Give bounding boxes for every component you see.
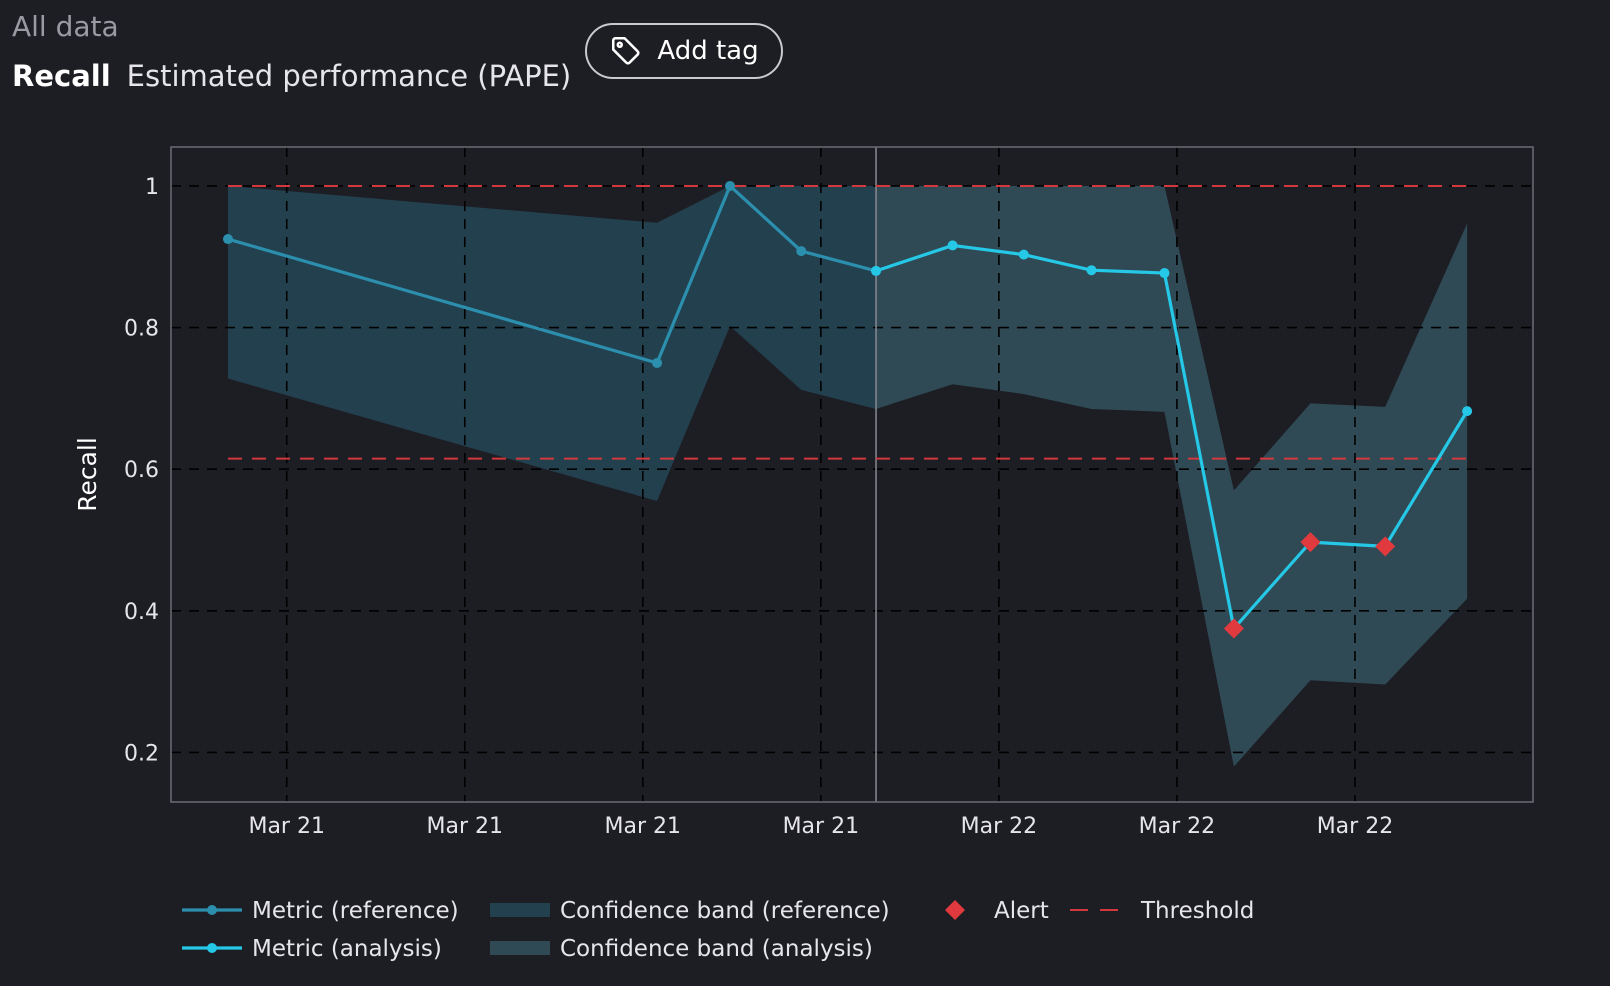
legend-swatch-alert xyxy=(945,900,965,920)
y-axis-label: Recall xyxy=(73,437,102,512)
page-subtitle: Estimated performance (PAPE) xyxy=(126,59,572,93)
legend-swatch-reference-band xyxy=(490,903,550,917)
legend-label-metric-reference: Metric (reference) xyxy=(252,898,459,924)
page-title: Recall Estimated performance (PAPE) xyxy=(12,56,571,96)
legend-swatch-reference-point xyxy=(207,905,217,915)
data-point-analysis xyxy=(1086,265,1097,276)
tag-icon xyxy=(612,36,640,65)
legend-swatch-analysis-point xyxy=(207,943,217,953)
y-tick-label: 1 xyxy=(145,175,159,200)
metric-name: Recall xyxy=(12,59,111,93)
data-point-reference xyxy=(725,180,736,191)
data-point-analysis xyxy=(1018,249,1029,260)
x-tick-label: Mar 21 xyxy=(605,814,682,839)
data-point-analysis xyxy=(947,240,958,251)
plot-frame xyxy=(170,146,1534,803)
legend-label-threshold: Threshold xyxy=(1140,898,1254,924)
confidence-band-analysis xyxy=(876,185,1468,767)
x-tick-label: Mar 21 xyxy=(783,814,860,839)
chart-legend: Metric (reference) Confidence band (refer… xyxy=(182,898,1254,962)
y-tick-label: 0.6 xyxy=(124,458,159,483)
data-point-reference xyxy=(796,246,807,257)
data-point-analysis xyxy=(1159,268,1170,279)
x-tick-label: Mar 22 xyxy=(1139,814,1216,839)
add-tag-label: Add tag xyxy=(657,36,759,66)
x-tick-label: Mar 22 xyxy=(961,814,1038,839)
add-tag-button[interactable]: Add tag xyxy=(585,23,783,79)
alert-marker xyxy=(1223,618,1244,639)
y-tick-label: 0.8 xyxy=(124,317,159,342)
y-tick-label: 0.4 xyxy=(124,600,159,625)
legend-swatch-analysis-band xyxy=(490,941,550,955)
data-point-reference xyxy=(652,357,663,368)
x-tick-label: Mar 22 xyxy=(1317,814,1394,839)
x-tick-label: Mar 21 xyxy=(248,814,325,839)
data-point-analysis xyxy=(1462,406,1473,417)
legend-label-band-reference: Confidence band (reference) xyxy=(560,898,890,924)
y-tick-label: 0.2 xyxy=(124,741,159,766)
legend-label-band-analysis: Confidence band (analysis) xyxy=(560,936,873,962)
confidence-band-reference xyxy=(227,185,877,502)
legend-label-metric-analysis: Metric (analysis) xyxy=(252,936,442,962)
alert-marker xyxy=(1375,536,1396,557)
breadcrumb[interactable]: All data xyxy=(12,10,119,43)
data-point-reference xyxy=(222,234,233,245)
x-tick-label: Mar 21 xyxy=(427,814,504,839)
legend-label-alert: Alert xyxy=(994,898,1049,924)
alert-marker xyxy=(1300,532,1321,553)
data-point-analysis xyxy=(871,265,882,276)
